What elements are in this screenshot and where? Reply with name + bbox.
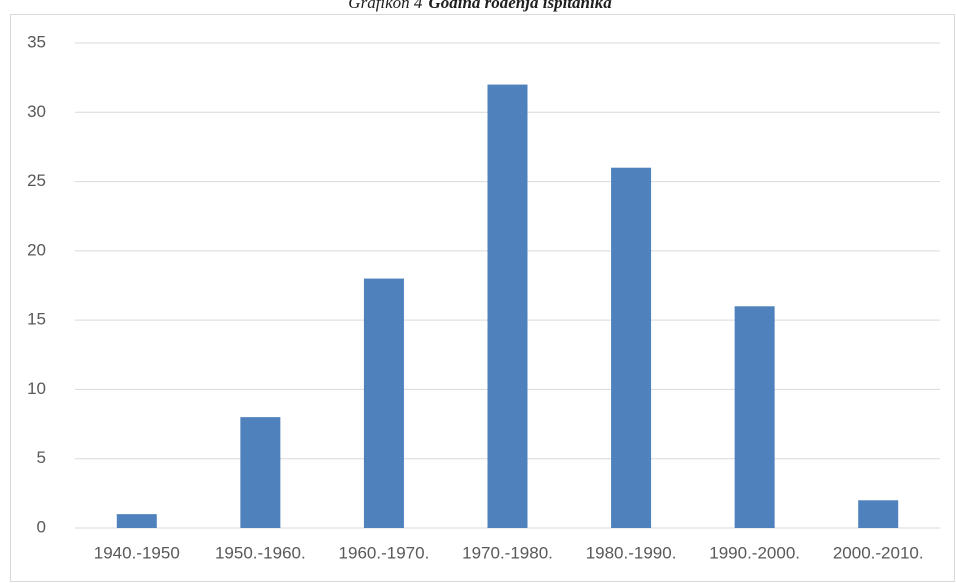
y-tick-label: 25 (27, 171, 46, 190)
x-tick-label: 1970.-1980. (462, 543, 553, 562)
y-tick-label: 35 (27, 32, 46, 51)
x-tick-label: 1950.-1960. (215, 543, 306, 562)
x-tick-label: 1990.-2000. (709, 543, 800, 562)
y-tick-label: 5 (37, 448, 46, 467)
bar (240, 417, 281, 528)
y-tick-label: 20 (27, 240, 46, 259)
bar (487, 84, 528, 529)
x-tick-label: 1940.-1950 (94, 543, 180, 562)
chart-title-group: Grafikon 4 Godina rođenja ispitanika (348, 0, 612, 12)
y-tick-label: 10 (27, 379, 46, 398)
chart-frame (10, 14, 955, 582)
bar (734, 306, 775, 528)
bar (116, 514, 157, 528)
x-tick-label: 2000.-2010. (833, 543, 924, 562)
y-tick-label: 30 (27, 102, 46, 121)
y-tick-label: 0 (37, 517, 46, 536)
caption-label: Grafikon 4 (348, 0, 423, 12)
x-tick-label: 1980.-1990. (586, 543, 677, 562)
bar (858, 500, 899, 528)
bar (363, 278, 404, 528)
y-tick-label: 15 (27, 310, 46, 329)
chart-title: Godina rođenja ispitanika (428, 0, 612, 12)
x-tick-label: 1960.-1970. (339, 543, 430, 562)
bar (611, 167, 652, 528)
